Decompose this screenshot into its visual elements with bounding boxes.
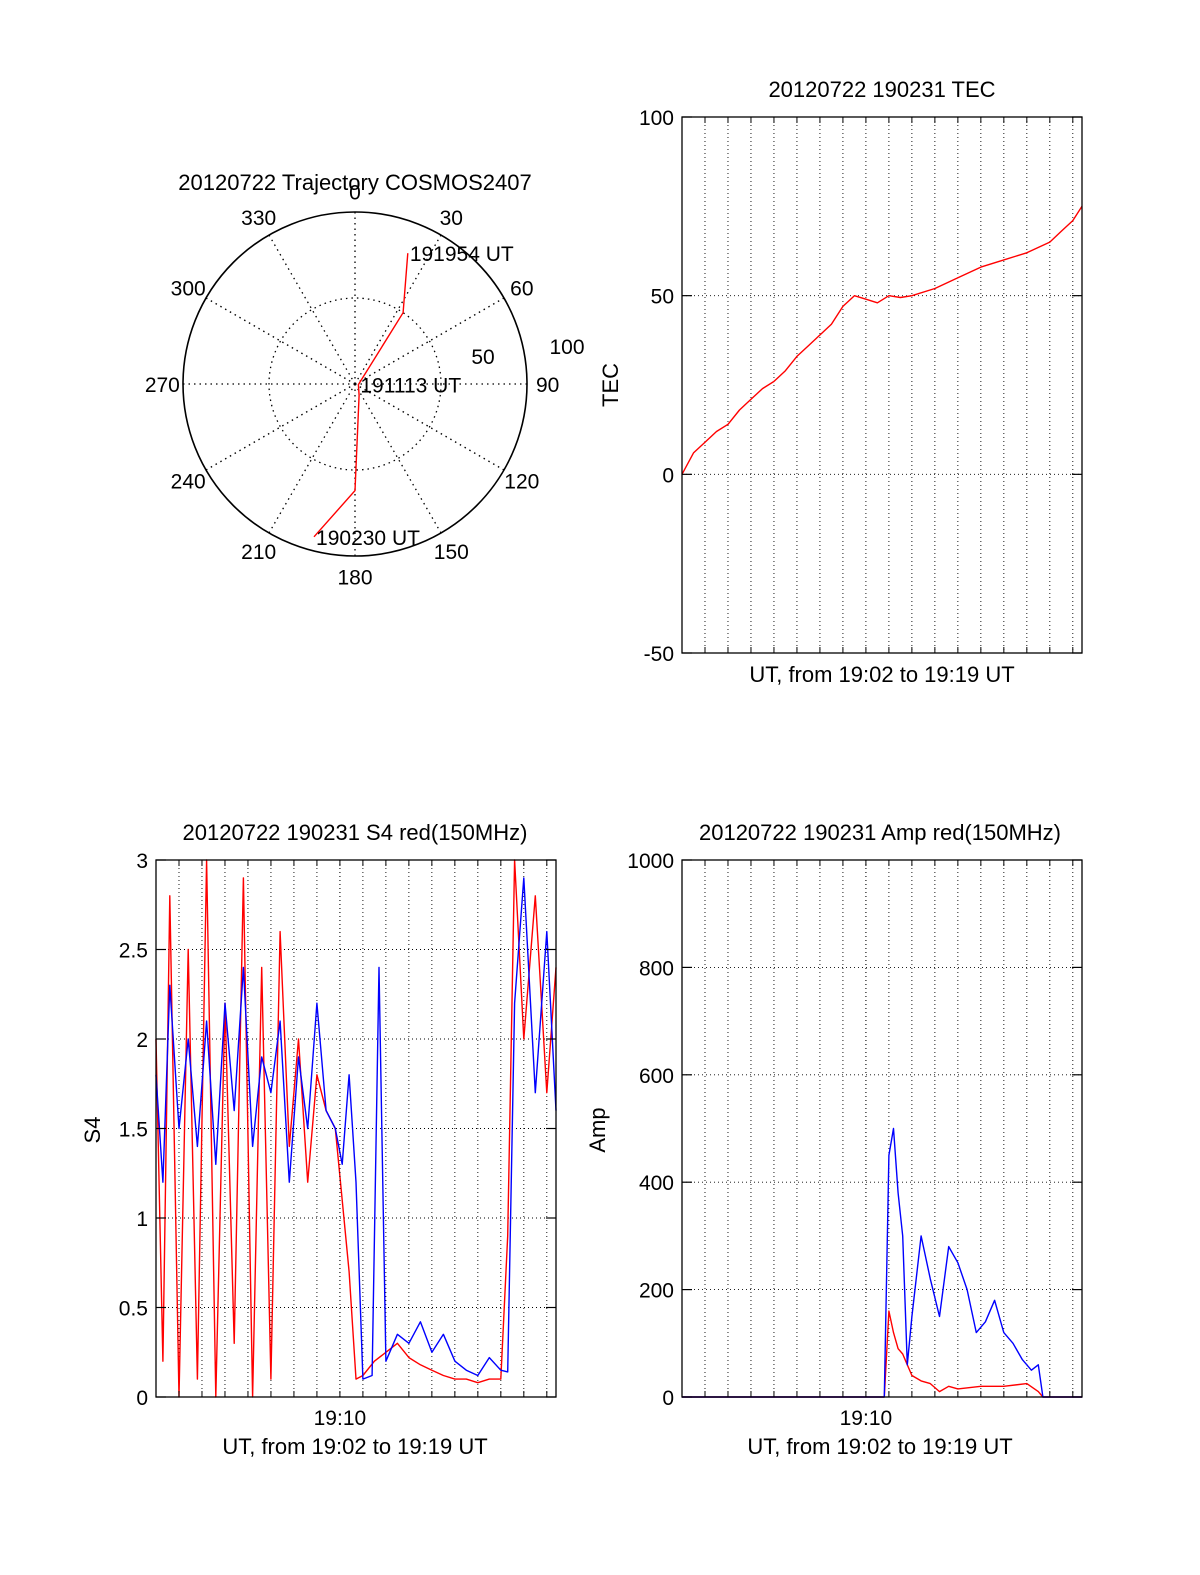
s4-title: 20120722 190231 S4 red(150MHz) bbox=[183, 820, 528, 845]
amp-xtick-label: 19:10 bbox=[840, 1407, 893, 1430]
polar-angle-label: 90 bbox=[536, 374, 559, 397]
polar-angle-label: 270 bbox=[145, 374, 180, 397]
polar-angle-label: 60 bbox=[510, 278, 533, 301]
polar-labels: 0 30 60 90 120 150 180 210 240 270 300 330 50 100 1919… bbox=[145, 181, 585, 589]
s4-ylabel: S4 bbox=[80, 1117, 105, 1144]
tec-axes-frame bbox=[681, 116, 1083, 654]
polar-title: 20120722 Trajectory COSMOS2407 bbox=[178, 170, 531, 195]
polar-radius-label: 100 bbox=[549, 336, 584, 359]
tec-xlabel: UT, from 19:02 to 19:19 UT bbox=[749, 662, 1014, 687]
s4-ytick-label: 1 bbox=[136, 1208, 148, 1231]
polar-angle-label: 30 bbox=[440, 207, 463, 230]
polar-spoke bbox=[354, 383, 505, 471]
polar-angle-label: 300 bbox=[171, 278, 206, 301]
s4-xtick-label: 19:10 bbox=[314, 1407, 367, 1430]
amp-xticks: 19:10 bbox=[704, 860, 1074, 1430]
polar-angle-label: 120 bbox=[504, 470, 539, 493]
polar-grid bbox=[182, 211, 528, 557]
amp-grid bbox=[682, 859, 1082, 1398]
amp-ytick-label: 200 bbox=[639, 1280, 674, 1303]
polar-inner-ring bbox=[268, 297, 442, 471]
s4-chart: 20120722 190231 S4 red(150MHz) UT, from … bbox=[80, 820, 557, 1459]
s4-ytick-label: 2.5 bbox=[119, 940, 148, 963]
s4-xlabel: UT, from 19:02 to 19:19 UT bbox=[222, 1434, 487, 1459]
s4-ytick-label: 0 bbox=[136, 1387, 148, 1410]
amp-chart: 20120722 190231 Amp red(150MHz) UT, from… bbox=[585, 820, 1083, 1459]
s4-ytick-label: 1.5 bbox=[119, 1119, 148, 1142]
tec-title: 20120722 190231 TEC bbox=[768, 77, 995, 102]
amp-title: 20120722 190231 Amp red(150MHz) bbox=[699, 820, 1061, 845]
tec-ytick-label: -50 bbox=[644, 643, 674, 666]
polar-spoke bbox=[268, 234, 356, 385]
s4-grid bbox=[156, 859, 556, 1398]
polar-spoke bbox=[205, 383, 356, 471]
amp-xlabel: UT, from 19:02 to 19:19 UT bbox=[747, 1434, 1012, 1459]
amp-series-line bbox=[682, 1127, 1082, 1398]
amp-ytick-label: 600 bbox=[639, 1065, 674, 1088]
tec-ytick-label: 50 bbox=[651, 286, 674, 309]
s4-ytick-label: 0.5 bbox=[119, 1298, 148, 1321]
amp-axes-frame bbox=[681, 859, 1083, 1398]
s4-yticks: 0 0.5 1 1.5 2 2.5 3 bbox=[119, 850, 556, 1410]
polar-angle-label: 180 bbox=[337, 567, 372, 590]
polar-trajectory-chart: 20120722 Trajectory COSMOS2407 0 30 60 90 12… bbox=[145, 170, 585, 590]
amp-ytick-label: 1000 bbox=[627, 850, 674, 873]
amp-ytick-label: 800 bbox=[639, 957, 674, 980]
polar-spoke bbox=[354, 234, 442, 385]
tec-ytick-label: 0 bbox=[662, 464, 674, 487]
polar-time-annotation: 191954 UT bbox=[410, 243, 514, 266]
polar-angle-label: 150 bbox=[434, 541, 469, 564]
tec-chart: 20120722 190231 TEC UT, from 19:02 to 19… bbox=[598, 77, 1083, 687]
polar-trajectory-line bbox=[313, 253, 409, 538]
polar-angle-label: 330 bbox=[241, 207, 276, 230]
polar-angle-label: 240 bbox=[171, 470, 206, 493]
amp-ytick-label: 400 bbox=[639, 1172, 674, 1195]
tec-series-line bbox=[681, 205, 1083, 475]
tec-xticks bbox=[704, 117, 1074, 653]
amp-ylabel: Amp bbox=[585, 1107, 610, 1152]
tec-yticks: -50 0 50 100 bbox=[639, 107, 1082, 666]
polar-time-annotation: 190230 UT bbox=[316, 527, 420, 550]
polar-time-annotation: 191113 UT bbox=[360, 375, 461, 398]
amp-series-line bbox=[682, 1310, 1082, 1398]
s4-series-line bbox=[155, 877, 557, 1380]
amp-ytick-label: 0 bbox=[662, 1387, 674, 1410]
s4-ytick-label: 3 bbox=[136, 850, 148, 873]
amp-yticks: 0 200 400 600 800 1000 bbox=[627, 850, 1082, 1410]
tec-grid bbox=[682, 116, 1082, 654]
s4-xticks: 19:10 bbox=[178, 860, 548, 1430]
tec-series bbox=[681, 205, 1083, 475]
polar-spoke bbox=[354, 297, 505, 385]
polar-spoke bbox=[354, 383, 442, 534]
amp-series bbox=[682, 1127, 1082, 1398]
s4-ytick-label: 2 bbox=[136, 1029, 148, 1052]
polar-spoke bbox=[205, 297, 356, 385]
polar-angle-label: 0 bbox=[349, 181, 361, 204]
tec-ytick-label: 100 bbox=[639, 107, 674, 130]
tec-ylabel: TEC bbox=[598, 363, 623, 407]
polar-radius-label: 50 bbox=[471, 346, 494, 369]
polar-spoke bbox=[268, 383, 356, 534]
polar-angle-label: 210 bbox=[241, 541, 276, 564]
polar-series bbox=[313, 253, 409, 538]
